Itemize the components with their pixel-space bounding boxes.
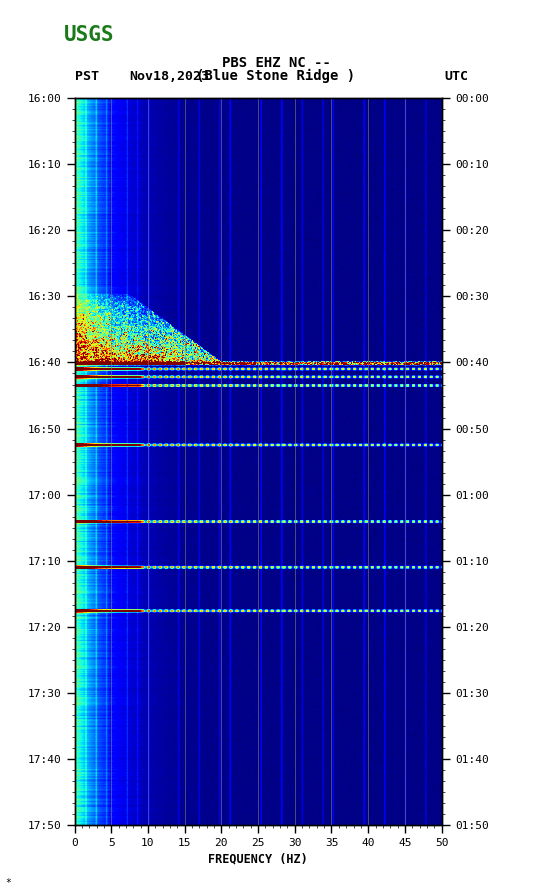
X-axis label: FREQUENCY (HZ): FREQUENCY (HZ) xyxy=(208,853,308,865)
Text: PBS EHZ NC --: PBS EHZ NC -- xyxy=(221,56,331,70)
Polygon shape xyxy=(8,12,34,39)
Text: PST: PST xyxy=(75,70,98,83)
Text: UTC: UTC xyxy=(444,70,468,83)
Text: Nov18,2023: Nov18,2023 xyxy=(130,70,210,83)
Text: (Blue Stone Ridge ): (Blue Stone Ridge ) xyxy=(197,69,355,83)
Text: *: * xyxy=(6,878,12,888)
Text: USGS: USGS xyxy=(63,25,114,45)
